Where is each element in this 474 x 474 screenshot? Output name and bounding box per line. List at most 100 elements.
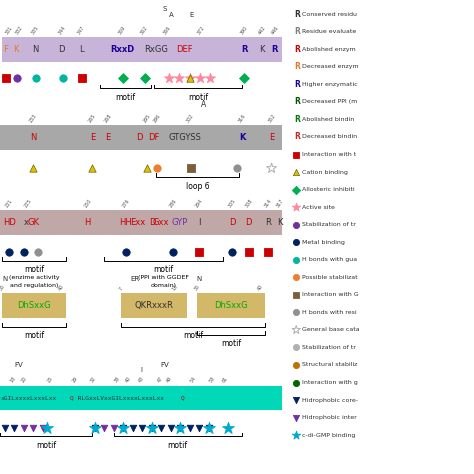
Point [292,431,300,439]
Text: R: R [294,10,300,18]
Bar [0,125,282,150]
Point [110,424,118,431]
Point [148,424,155,431]
Point [292,151,300,158]
Text: I: I [198,219,201,227]
Text: 390: 390 [239,25,249,36]
Text: 40: 40 [124,376,132,384]
Point [292,256,300,264]
Text: R: R [294,63,300,71]
Text: F: F [3,46,8,54]
Text: Residue evaluate: Residue evaluate [302,29,356,34]
Text: 18: 18 [9,376,17,384]
Text: 305: 305 [228,198,237,209]
Point [39,424,46,431]
Text: Interaction with t: Interaction with t [302,152,356,157]
Point [165,74,173,82]
Text: Exx: Exx [130,219,145,227]
Text: Abolished bindin: Abolished bindin [302,117,354,122]
Text: I: I [140,366,142,373]
Text: R: R [294,98,300,106]
Point [34,248,42,256]
Text: H bonds with resi: H bonds with resi [302,310,356,315]
Point [89,164,96,172]
Text: motif: motif [24,331,45,340]
Text: 221: 221 [5,198,14,209]
Text: xGILxxxxLxxxLxx: xGILxxxxLxxxLxx [1,396,57,401]
Point [79,74,86,82]
Point [186,74,193,82]
Point [292,414,300,421]
Text: S: S [163,6,167,12]
Point [195,424,203,431]
Text: Cation binding: Cation binding [302,170,348,174]
Point [207,74,214,82]
Text: Q: Q [70,396,73,401]
Text: Decreased PPI (m: Decreased PPI (m [302,100,357,104]
Bar [197,293,265,318]
Text: A: A [169,11,174,18]
Text: E: E [269,133,274,142]
Text: K: K [259,46,265,54]
Point [195,248,203,256]
Text: 265: 265 [88,113,97,123]
Bar [121,293,187,318]
Text: 40: 40 [58,283,65,292]
Point [129,424,137,431]
Point [13,74,20,82]
Point [224,424,231,431]
Point [167,424,174,431]
Text: N: N [197,275,202,282]
Point [176,424,184,431]
Point [100,424,108,431]
Text: H bonds with gua: H bonds with gua [302,257,357,262]
Text: K: K [277,219,283,227]
Point [148,424,155,431]
Text: R: R [294,133,300,141]
Text: Conserved residu: Conserved residu [302,12,357,17]
Text: Abolished enzym: Abolished enzym [302,47,356,52]
Text: E: E [105,133,111,142]
Point [240,74,248,82]
Text: 372: 372 [196,25,206,36]
Text: N: N [32,46,39,54]
Point [292,361,300,369]
Text: R: R [272,46,278,54]
Point [245,248,253,256]
Text: 276: 276 [121,198,130,209]
Point [6,248,13,256]
Text: domain): domain) [151,283,176,289]
Text: 13: 13 [172,283,179,292]
Text: 61: 61 [221,376,229,384]
Text: RxxD: RxxD [110,46,135,54]
Point [233,164,241,172]
Text: E: E [190,11,194,18]
Text: N: N [2,275,8,282]
Point [186,424,193,431]
Point [205,424,212,431]
Point [59,74,66,82]
Text: D: D [58,46,65,54]
Text: c-di-GMP binding: c-di-GMP binding [302,433,356,438]
Text: 359: 359 [118,25,127,36]
Text: K: K [239,133,246,142]
Text: Gxx: Gxx [153,219,169,227]
Point [292,344,300,351]
Text: 286: 286 [168,198,178,209]
Text: Hidrophobic inter: Hidrophobic inter [302,415,357,420]
Text: Allosteric inhibiti: Allosteric inhibiti [302,187,355,192]
Text: R: R [294,115,300,124]
Text: 7: 7 [118,286,124,292]
Point [20,424,27,431]
Point [29,424,37,431]
Point [119,74,127,82]
Point [186,74,193,82]
Text: 332: 332 [14,25,24,36]
Text: 25: 25 [46,376,54,384]
Text: HD: HD [3,219,16,227]
Text: K: K [13,46,18,54]
Text: 35: 35 [193,283,201,292]
Point [143,164,151,172]
Point [175,74,183,82]
Text: 335: 335 [31,25,40,36]
